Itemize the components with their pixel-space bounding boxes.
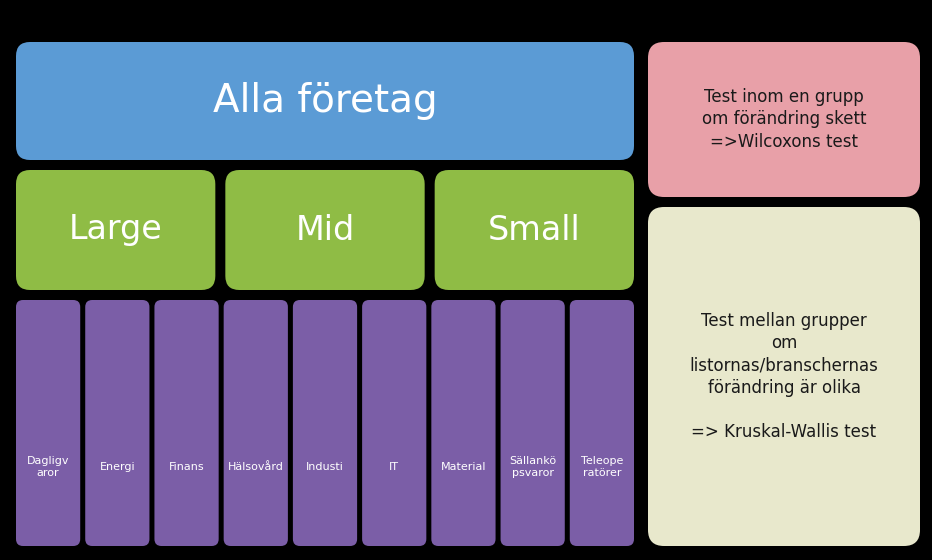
Text: Energi: Energi bbox=[100, 462, 135, 472]
FancyBboxPatch shape bbox=[226, 170, 425, 290]
FancyBboxPatch shape bbox=[432, 300, 496, 546]
Text: Alla företag: Alla företag bbox=[212, 82, 437, 120]
Text: Test inom en grupp
om förändring skett
=>Wilcoxons test: Test inom en grupp om förändring skett =… bbox=[702, 88, 866, 151]
FancyBboxPatch shape bbox=[500, 300, 565, 546]
Text: Hälsovård: Hälsovård bbox=[227, 462, 283, 472]
Text: IT: IT bbox=[390, 462, 399, 472]
FancyBboxPatch shape bbox=[85, 300, 149, 546]
FancyBboxPatch shape bbox=[293, 300, 357, 546]
Text: Industi: Industi bbox=[306, 462, 344, 472]
FancyBboxPatch shape bbox=[155, 300, 219, 546]
FancyBboxPatch shape bbox=[16, 300, 80, 546]
Text: Teleope
ratörer: Teleope ratörer bbox=[581, 456, 624, 478]
FancyBboxPatch shape bbox=[569, 300, 634, 546]
FancyBboxPatch shape bbox=[16, 170, 215, 290]
FancyBboxPatch shape bbox=[648, 207, 920, 546]
FancyBboxPatch shape bbox=[434, 170, 634, 290]
Text: Test mellan grupper
om
listornas/branschernas
förändring är olika

=> Kruskal-Wa: Test mellan grupper om listornas/bransch… bbox=[690, 312, 879, 441]
Text: Large: Large bbox=[69, 213, 162, 246]
Text: Dagligv
aror: Dagligv aror bbox=[27, 456, 69, 478]
Text: Sällankö
psvaror: Sällankö psvaror bbox=[509, 456, 556, 478]
Text: Small: Small bbox=[488, 213, 581, 246]
FancyBboxPatch shape bbox=[363, 300, 426, 546]
FancyBboxPatch shape bbox=[16, 42, 634, 160]
Text: Material: Material bbox=[441, 462, 487, 472]
FancyBboxPatch shape bbox=[224, 300, 288, 546]
FancyBboxPatch shape bbox=[648, 42, 920, 197]
Text: Mid: Mid bbox=[295, 213, 354, 246]
Text: Finans: Finans bbox=[169, 462, 204, 472]
